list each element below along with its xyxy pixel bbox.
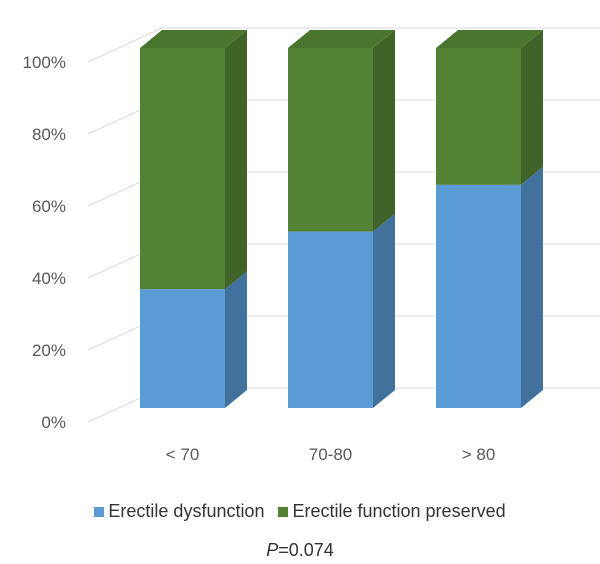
y-axis-tick-labels: 0% 20% 40% 60% 80% 100%	[23, 53, 66, 432]
bar-segment	[436, 48, 521, 185]
legend-swatch	[278, 506, 289, 517]
y-tick-label: 80%	[32, 125, 66, 144]
bar-segment-side	[225, 30, 247, 290]
y-tick-label: 60%	[32, 197, 66, 216]
y-tick-label: 0%	[41, 413, 66, 432]
bar-top	[140, 30, 247, 48]
legend: Erectile dysfunction Erectile function p…	[0, 501, 600, 522]
bars	[140, 30, 543, 408]
x-axis-tick-labels: < 70 70-80 > 80	[166, 445, 496, 464]
bar-segment	[140, 289, 225, 408]
legend-label: Erectile dysfunction	[108, 501, 265, 521]
bar-segment	[436, 184, 521, 408]
legend-swatch	[94, 506, 105, 517]
bar-segment-side	[225, 271, 247, 408]
bar-top	[288, 30, 395, 48]
bar-segment-side	[521, 30, 543, 185]
bar-segment-side	[373, 30, 395, 232]
bar-segment-side	[373, 213, 395, 408]
bar-segment	[288, 48, 373, 232]
bar-top	[436, 30, 543, 48]
bar-segment-side	[521, 166, 543, 408]
y-tick-label: 20%	[32, 341, 66, 360]
y-tick-label: 100%	[23, 53, 66, 72]
bar-segment	[140, 48, 225, 290]
x-tick-label: 70-80	[309, 445, 352, 464]
p-value-number: =0.074	[278, 540, 334, 560]
p-value-symbol: P	[266, 540, 279, 560]
legend-item-erectile-dysfunction[interactable]: Erectile dysfunction	[94, 501, 264, 522]
gridline-diagonal	[87, 27, 163, 63]
x-tick-label: < 70	[166, 445, 200, 464]
legend-item-erectile-function-preserved[interactable]: Erectile function preserved	[278, 501, 506, 522]
legend-label: Erectile function preserved	[292, 501, 506, 521]
stacked-bar-chart: 0% 20% 40% 60% 80% 100% < 70 70-80 > 80	[23, 27, 600, 464]
bar-segment	[288, 231, 373, 408]
x-tick-label: > 80	[462, 445, 496, 464]
p-value-annotation: P=0.074	[0, 540, 600, 561]
y-tick-label: 40%	[32, 269, 66, 288]
